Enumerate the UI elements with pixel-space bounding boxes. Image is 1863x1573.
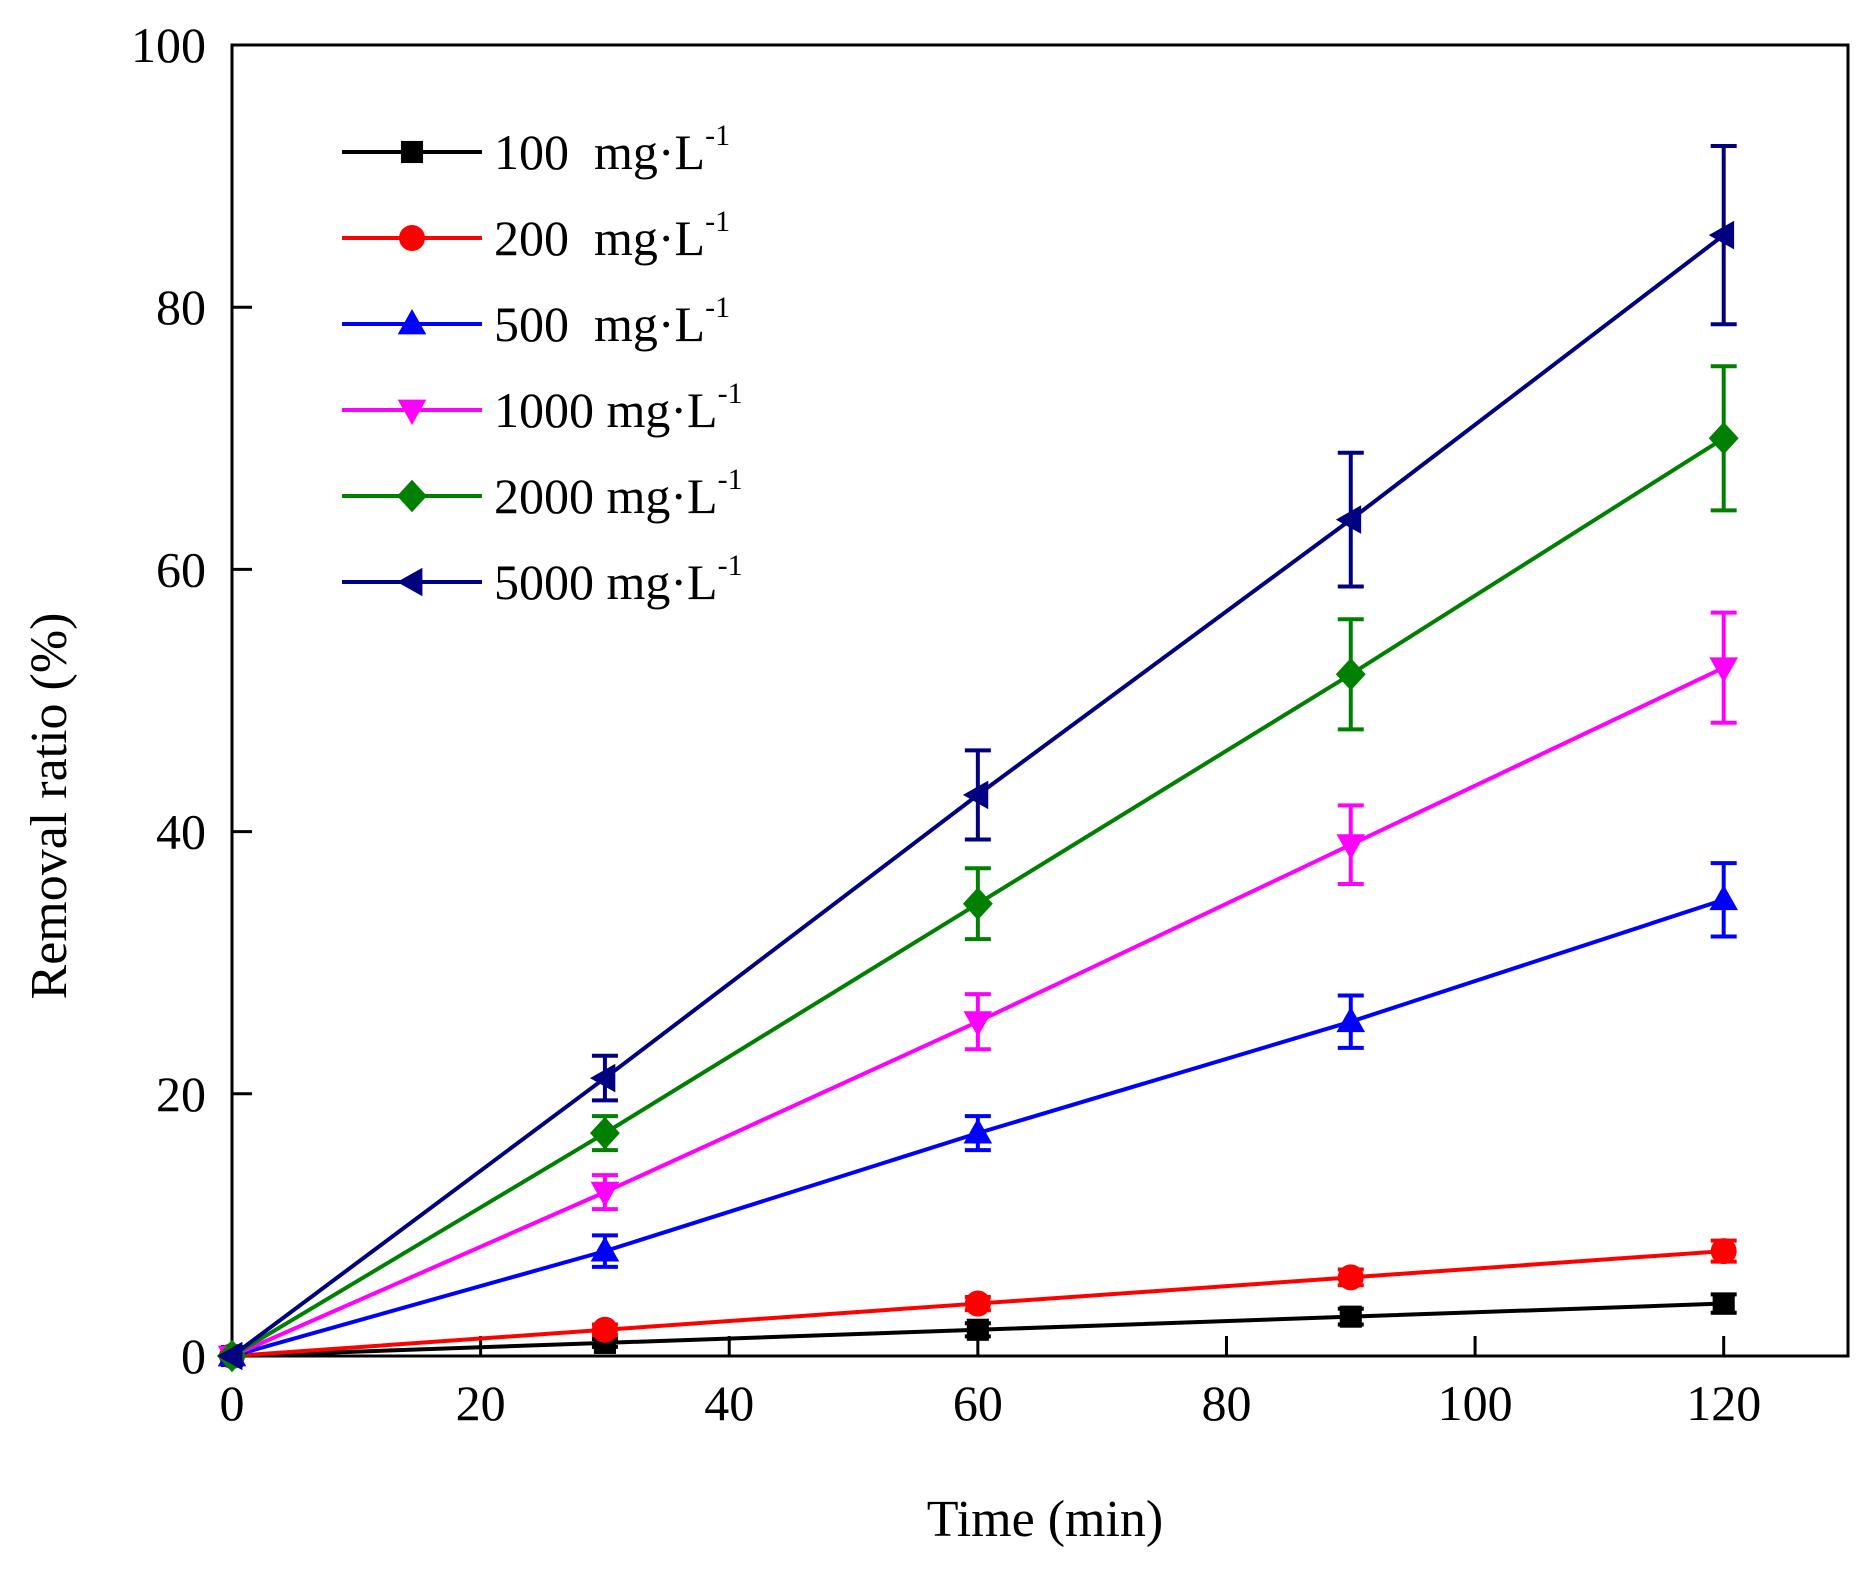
series-4 (217, 364, 1739, 1373)
legend-label-superscript-1: -1 (705, 205, 730, 238)
data-point-4-1 (589, 1116, 620, 1150)
legend-marker-5 (397, 567, 423, 597)
legend-label-text-5: 5000 mg·L (494, 554, 718, 610)
series-1 (219, 1238, 1737, 1369)
x-tick-label-80: 80 (1201, 1375, 1251, 1431)
y-axis-title: Removal ratio (%) (21, 613, 78, 1000)
x-tick-label-60: 60 (953, 1375, 1003, 1431)
data-point-3-1 (590, 1181, 620, 1208)
legend-label-5: 5000 mg·L-1 (494, 549, 743, 610)
data-point-2-3 (1336, 1006, 1366, 1033)
legend-item-4: 2000 mg·L-1 (342, 463, 743, 524)
plot-frame (230, 43, 1850, 1358)
data-point-5-4 (1708, 220, 1735, 250)
legend-label-text-0: 100 mg·L (494, 124, 705, 180)
legend-item-5: 5000 mg·L-1 (342, 549, 743, 610)
data-point-0-2 (966, 1318, 989, 1341)
legend-label-2: 500 mg·L-1 (494, 291, 730, 352)
data-point-0-3 (1339, 1305, 1362, 1328)
y-tick-label-80: 80 (156, 279, 206, 335)
legend-label-superscript-5: -1 (718, 549, 743, 582)
legend-label-1: 200 mg·L-1 (494, 205, 730, 266)
series-3 (217, 610, 1738, 1371)
data-point-3-3 (1336, 834, 1366, 860)
data-point-1-2 (964, 1290, 991, 1317)
y-tick-label-100: 100 (131, 17, 206, 73)
legend-label-3: 1000 mg·L-1 (494, 377, 743, 438)
legend-item-2: 500 mg·L-1 (342, 291, 730, 352)
data-point-1-1 (591, 1316, 618, 1343)
legend-marker-0 (400, 140, 424, 164)
x-tick-label-100: 100 (1438, 1375, 1513, 1431)
data-point-1-3 (1337, 1264, 1364, 1291)
x-tick-label-20: 20 (456, 1375, 506, 1431)
x-axis-title: Time (min) (927, 1491, 1163, 1548)
legend-label-superscript-2: -1 (705, 291, 730, 324)
data-point-4-2 (962, 887, 993, 920)
legend-label-text-1: 200 mg·L (494, 210, 705, 266)
y-tick-label-60: 60 (156, 541, 206, 597)
data-point-5-3 (1335, 505, 1362, 534)
data-point-5-0 (217, 1341, 243, 1371)
data-point-5-1 (589, 1063, 616, 1093)
legend-item-3: 1000 mg·L-1 (342, 377, 743, 438)
data-point-0-4 (1712, 1292, 1735, 1315)
y-tick-label-0: 0 (181, 1328, 206, 1384)
series-2 (217, 861, 1738, 1367)
legend-label-superscript-0: -1 (705, 119, 730, 152)
x-tick-label-0: 0 (220, 1375, 245, 1431)
legend-label-text-3: 1000 mg·L (494, 382, 718, 438)
legend-marker-3 (397, 399, 427, 425)
y-tick-label-20: 20 (156, 1066, 206, 1122)
legend-label-4: 2000 mg·L-1 (494, 463, 743, 524)
legend-label-superscript-4: -1 (718, 463, 743, 496)
data-point-4-3 (1335, 658, 1366, 691)
legend-label-text-2: 500 mg·L (494, 296, 705, 352)
data-point-2-2 (963, 1118, 993, 1144)
data-point-4-4 (1708, 422, 1739, 455)
legend-marker-2 (397, 309, 427, 335)
data-point-5-2 (962, 780, 989, 810)
legend-marker-4 (397, 479, 427, 513)
legend-label-text-4: 2000 mg·L (494, 468, 718, 524)
legend-label-superscript-3: -1 (718, 377, 743, 410)
series-5 (217, 143, 1737, 1371)
x-tick-label-40: 40 (704, 1375, 754, 1431)
y-tick-label-40: 40 (156, 804, 206, 860)
legend-item-1: 200 mg·L-1 (342, 205, 730, 266)
data-point-2-1 (590, 1236, 620, 1262)
data-point-2-4 (1709, 884, 1738, 911)
legend-label-0: 100 mg·L-1 (494, 119, 730, 180)
data-point-3-4 (1709, 657, 1738, 683)
x-tick-label-120: 120 (1686, 1375, 1761, 1431)
legend-marker-1 (399, 225, 425, 251)
data-point-1-4 (1710, 1238, 1737, 1265)
data-point-3-2 (963, 1011, 993, 1037)
legend-item-0: 100 mg·L-1 (342, 119, 730, 180)
